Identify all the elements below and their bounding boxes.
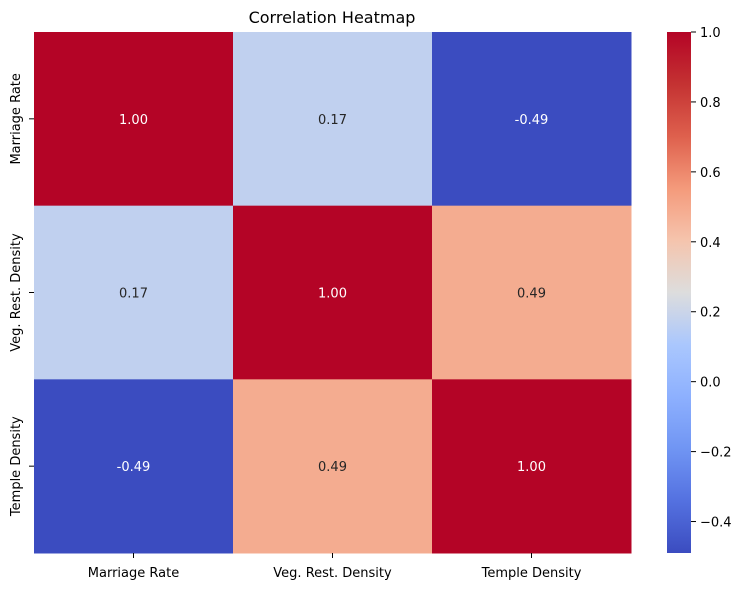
- heatmap-cell-label: 1.00: [517, 460, 546, 475]
- colorbar-tick-label: 0.6: [700, 166, 721, 181]
- y-tick-label: Temple Density: [9, 416, 24, 517]
- heatmap-cell-labels: 1.00 0.17 -0.49 0.17 1.00 0.49 -0.49 0.49 1.00: [117, 113, 549, 475]
- heatmap-cell: [233, 32, 433, 207]
- colorbar-tick-label: 0.2: [700, 306, 721, 321]
- heatmap-cell-label: 0.49: [517, 287, 546, 302]
- heatmap-cell-label: 1.00: [119, 113, 148, 128]
- y-axis: Marriage Rate Veg. Rest. Density Temple De…: [9, 73, 34, 517]
- heatmap-cell: [34, 32, 234, 207]
- colorbar-tick-label: 1.0: [700, 26, 721, 41]
- heatmap-cell: [34, 205, 234, 380]
- heatmap-cell-label: 0.17: [318, 113, 347, 128]
- colorbar-tick-label: 0.8: [700, 96, 721, 111]
- colorbar-tick-label: −0.2: [700, 446, 732, 461]
- heatmap-cell: [432, 32, 632, 207]
- y-tick-label: Veg. Rest. Density: [9, 233, 24, 352]
- heatmap-cell-label: -0.49: [515, 113, 549, 128]
- heatmap-cell-label: 0.49: [318, 460, 347, 475]
- heatmap-cell: [34, 379, 234, 554]
- heatmap-cell-label: 0.17: [119, 287, 148, 302]
- x-tick-label: Temple Density: [481, 566, 582, 581]
- chart-title: Correlation Heatmap: [249, 8, 416, 27]
- heatmap-cell-label: 1.00: [318, 287, 347, 302]
- heatmap-cell: [432, 379, 632, 554]
- heatmap-cell-label: -0.49: [117, 460, 151, 475]
- x-tick-label: Veg. Rest. Density: [273, 566, 392, 581]
- colorbar-tick-label: 0.4: [700, 236, 721, 251]
- heatmap-cell: [233, 379, 433, 554]
- heatmap-cell: [233, 205, 433, 380]
- heatmap-cell: [432, 205, 632, 380]
- x-axis: Marriage Rate Veg. Rest. Density Temple De…: [88, 553, 582, 581]
- colorbar-tick-label: 0.0: [700, 376, 721, 391]
- colorbar: [667, 32, 691, 553]
- colorbar-ticks: −0.4 −0.2 0.0 0.2 0.4 0.6 0.8 1.0: [691, 26, 732, 531]
- x-tick-label: Marriage Rate: [88, 566, 179, 581]
- colorbar-tick-label: −0.4: [700, 516, 732, 531]
- heatmap-cells: [34, 32, 632, 554]
- y-tick-label: Marriage Rate: [9, 73, 24, 164]
